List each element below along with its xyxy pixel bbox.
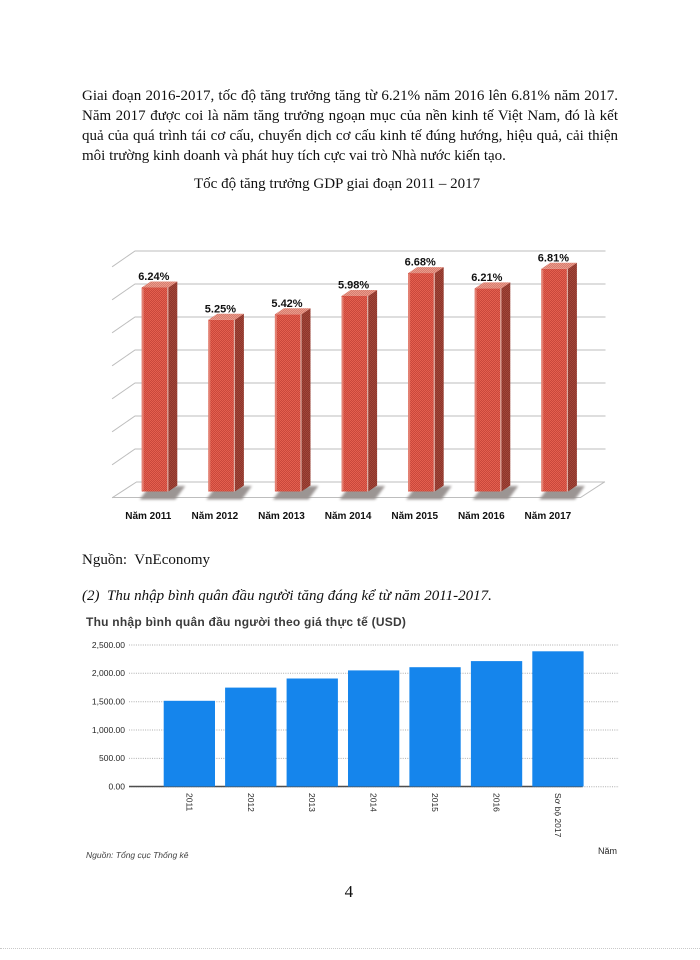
- svg-text:6.21%: 6.21%: [471, 272, 502, 284]
- svg-text:2011: 2011: [184, 793, 194, 812]
- svg-text:2013: 2013: [307, 793, 317, 812]
- svg-text:2016: 2016: [492, 793, 502, 812]
- svg-text:5.25%: 5.25%: [205, 303, 236, 315]
- svg-text:Năm 2015: Năm 2015: [391, 511, 438, 522]
- svg-text:1,500.00: 1,500.00: [92, 697, 125, 707]
- svg-text:6.68%: 6.68%: [405, 257, 436, 269]
- svg-text:6.81%: 6.81%: [538, 252, 569, 264]
- svg-text:6.24%: 6.24%: [138, 271, 169, 283]
- svg-text:Năm: Năm: [598, 846, 617, 856]
- svg-text:Năm 2017: Năm 2017: [525, 511, 572, 522]
- svg-text:Năm 2014: Năm 2014: [325, 511, 372, 522]
- svg-text:500.00: 500.00: [99, 753, 125, 763]
- svg-text:5.42%: 5.42%: [271, 298, 302, 310]
- svg-text:2,500.00: 2,500.00: [92, 640, 125, 650]
- svg-text:Năm 2013: Năm 2013: [258, 511, 305, 522]
- svg-text:2015: 2015: [430, 793, 440, 812]
- svg-text:5.98%: 5.98%: [338, 280, 369, 292]
- svg-text:Sơ bộ 2017: Sơ bộ 2017: [553, 793, 563, 838]
- svg-text:1,000.00: 1,000.00: [92, 725, 125, 735]
- svg-text:2,000.00: 2,000.00: [92, 668, 125, 678]
- svg-text:2014: 2014: [369, 793, 379, 812]
- svg-text:Năm 2011: Năm 2011: [125, 511, 172, 522]
- svg-text:Năm 2012: Năm 2012: [192, 511, 239, 522]
- svg-text:2012: 2012: [246, 793, 256, 812]
- svg-text:Năm 2016: Năm 2016: [458, 511, 505, 522]
- svg-text:0.00: 0.00: [108, 782, 125, 792]
